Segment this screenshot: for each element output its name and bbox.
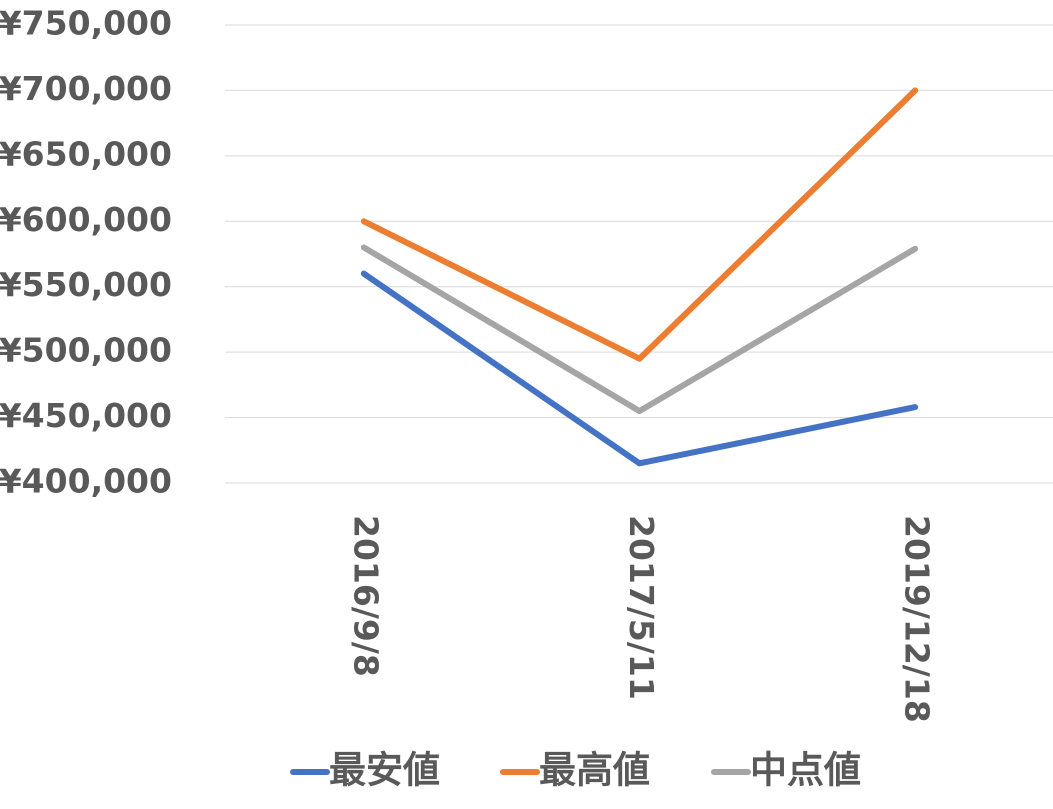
series-line [360, 87, 919, 362]
y-tick-label: ¥500,000 [0, 331, 172, 370]
legend-label: 中点値 [750, 749, 861, 792]
legend-label: 最安値 [329, 749, 440, 792]
series-line [360, 270, 919, 467]
x-tick-label: 2019/12/18 [898, 515, 937, 723]
series-line [360, 244, 919, 415]
y-tick-label: ¥400,000 [0, 462, 172, 501]
y-tick-label: ¥700,000 [0, 69, 172, 108]
legend-label: 最高値 [539, 749, 650, 792]
y-tick-label: ¥650,000 [0, 134, 172, 173]
y-tick-label: ¥750,000 [0, 4, 172, 43]
y-tick-label: ¥450,000 [0, 396, 172, 435]
x-tick-label: 2017/5/11 [622, 515, 661, 700]
y-tick-label: ¥550,000 [0, 265, 172, 304]
x-tick-label: 2016/9/8 [346, 515, 385, 677]
y-tick-label: ¥600,000 [0, 200, 172, 239]
